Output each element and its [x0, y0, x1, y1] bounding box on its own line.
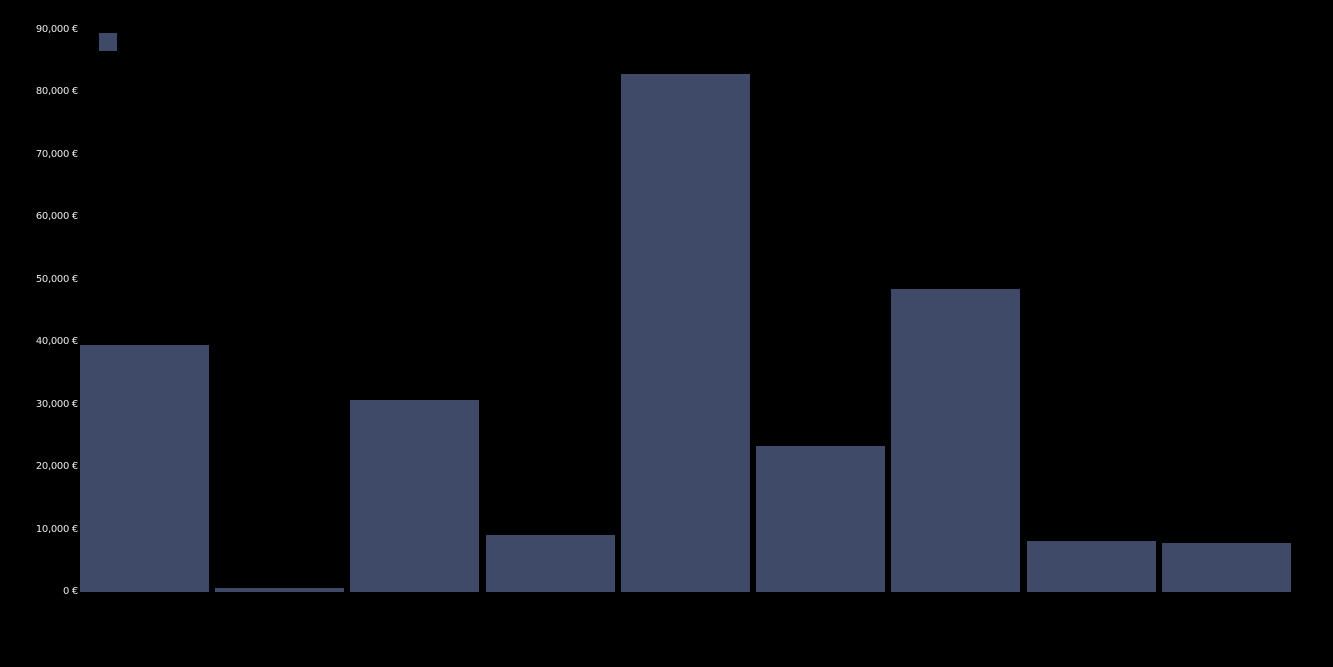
bar[interactable] [215, 588, 344, 592]
bar[interactable] [891, 289, 1020, 592]
y-axis: 0 € 10,000 € 20,000 € 30,000 € 40,000 € 50,00… [0, 0, 78, 667]
y-axis-tick-label: 10,000 € [35, 523, 78, 535]
y-axis-tick-label: 50,000 € [35, 273, 78, 285]
y-axis-tick-label: 0 € [62, 586, 78, 597]
bar[interactable] [350, 400, 479, 592]
y-axis-tick-label: 70,000 € [35, 148, 78, 160]
y-axis-tick-label: 90,000 € [35, 24, 78, 35]
bar[interactable] [1027, 541, 1156, 592]
legend-swatch[interactable] [99, 33, 117, 51]
y-axis-tick-label: 80,000 € [35, 86, 78, 98]
y-axis-tick-label: 20,000 € [35, 461, 78, 473]
bar[interactable] [80, 345, 209, 592]
bar[interactable] [621, 74, 750, 592]
bar[interactable] [1162, 543, 1291, 592]
bar[interactable] [486, 535, 615, 592]
y-axis-tick-label: 30,000 € [35, 398, 78, 410]
y-axis-tick-label: 60,000 € [35, 211, 78, 223]
plot-area [80, 0, 1299, 667]
bar[interactable] [756, 446, 885, 592]
y-axis-tick-label: 40,000 € [35, 336, 78, 348]
